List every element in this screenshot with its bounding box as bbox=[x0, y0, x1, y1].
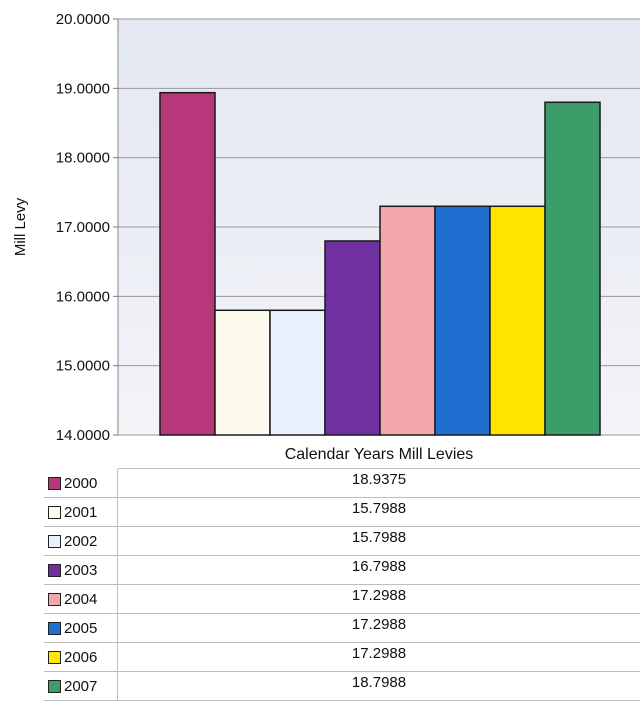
y-tick-label: 18.0000 bbox=[56, 150, 110, 167]
bar-2006 bbox=[489, 205, 546, 436]
table-row: 2005 17.2988 bbox=[44, 614, 640, 643]
legend-swatch bbox=[48, 563, 61, 577]
legend-label: 2007 bbox=[64, 677, 98, 695]
legend-entry: 2000 bbox=[44, 469, 118, 497]
data-label: 15.7988 bbox=[351, 500, 407, 517]
legend-label: 2006 bbox=[64, 648, 98, 666]
legend-entry: 2004 bbox=[44, 585, 118, 613]
data-label: 17.2988 bbox=[351, 616, 407, 633]
table-row: 2003 16.7988 bbox=[44, 556, 640, 585]
data-label: 17.2988 bbox=[351, 645, 407, 662]
data-label: 18.9375 bbox=[351, 471, 407, 488]
y-tick-label: 17.0000 bbox=[56, 219, 110, 236]
bar-2007 bbox=[544, 101, 601, 436]
bar-chart: 14.0000 15.0000 16.0000 17.0000 18.0000 19.00… bbox=[12, 11, 640, 440]
data-label: 17.2988 bbox=[351, 587, 407, 604]
legend-entry: 2005 bbox=[44, 614, 118, 642]
table-row: 2004 17.2988 bbox=[44, 585, 640, 614]
legend-swatch bbox=[48, 679, 61, 693]
data-label: 15.7988 bbox=[351, 529, 407, 546]
y-tick-label: 15.0000 bbox=[56, 358, 110, 375]
legend-swatch bbox=[48, 592, 61, 606]
y-axis-title: Mill Levy bbox=[12, 197, 29, 256]
bars bbox=[159, 91, 601, 436]
table-row: 2002 15.7988 bbox=[44, 527, 640, 556]
legend-swatch bbox=[48, 650, 61, 664]
y-tick-label: 20.0000 bbox=[56, 11, 110, 28]
bar-2001 bbox=[214, 309, 271, 436]
table-rows: 2000 18.9375 2001 15.7988 2002 15.7988 2003 16.… bbox=[44, 469, 640, 701]
legend-swatch bbox=[48, 621, 61, 635]
legend-swatch bbox=[48, 534, 61, 548]
data-label: 16.7988 bbox=[351, 558, 407, 575]
y-axis-ticks: 14.0000 15.0000 16.0000 17.0000 18.0000 19.00… bbox=[56, 11, 118, 440]
legend-entry: 2002 bbox=[44, 527, 118, 555]
table-row: 2006 17.2988 bbox=[44, 643, 640, 672]
legend-entry: 2001 bbox=[44, 498, 118, 526]
data-table: Calendar Years Mill Levies 2000 18.9375 20… bbox=[44, 441, 640, 701]
bar-2002 bbox=[269, 309, 326, 436]
x-axis-title: Calendar Years Mill Levies bbox=[118, 441, 640, 469]
bar-2000 bbox=[159, 91, 216, 436]
bar-2005 bbox=[434, 205, 491, 436]
legend-swatch bbox=[48, 505, 61, 519]
y-tick-label: 16.0000 bbox=[56, 288, 110, 305]
bar-2004 bbox=[379, 205, 436, 436]
legend-label: 2001 bbox=[64, 503, 98, 521]
table-row: 2007 18.7988 bbox=[44, 672, 640, 701]
legend-swatch bbox=[48, 476, 61, 490]
y-tick-label: 14.0000 bbox=[56, 427, 110, 440]
bar-2003 bbox=[324, 240, 381, 436]
legend-entry: 2006 bbox=[44, 643, 118, 671]
legend-entry: 2007 bbox=[44, 672, 118, 700]
y-tick-label: 19.0000 bbox=[56, 80, 110, 97]
legend-entry: 2003 bbox=[44, 556, 118, 584]
legend-label: 2000 bbox=[64, 474, 98, 492]
data-label: 18.7988 bbox=[351, 674, 407, 691]
table-row: 2000 18.9375 bbox=[44, 469, 640, 498]
table-row: 2001 15.7988 bbox=[44, 498, 640, 527]
legend-label: 2004 bbox=[64, 590, 98, 608]
legend-label: 2003 bbox=[64, 561, 98, 579]
legend-label: 2002 bbox=[64, 532, 98, 550]
legend-label: 2005 bbox=[64, 619, 98, 637]
